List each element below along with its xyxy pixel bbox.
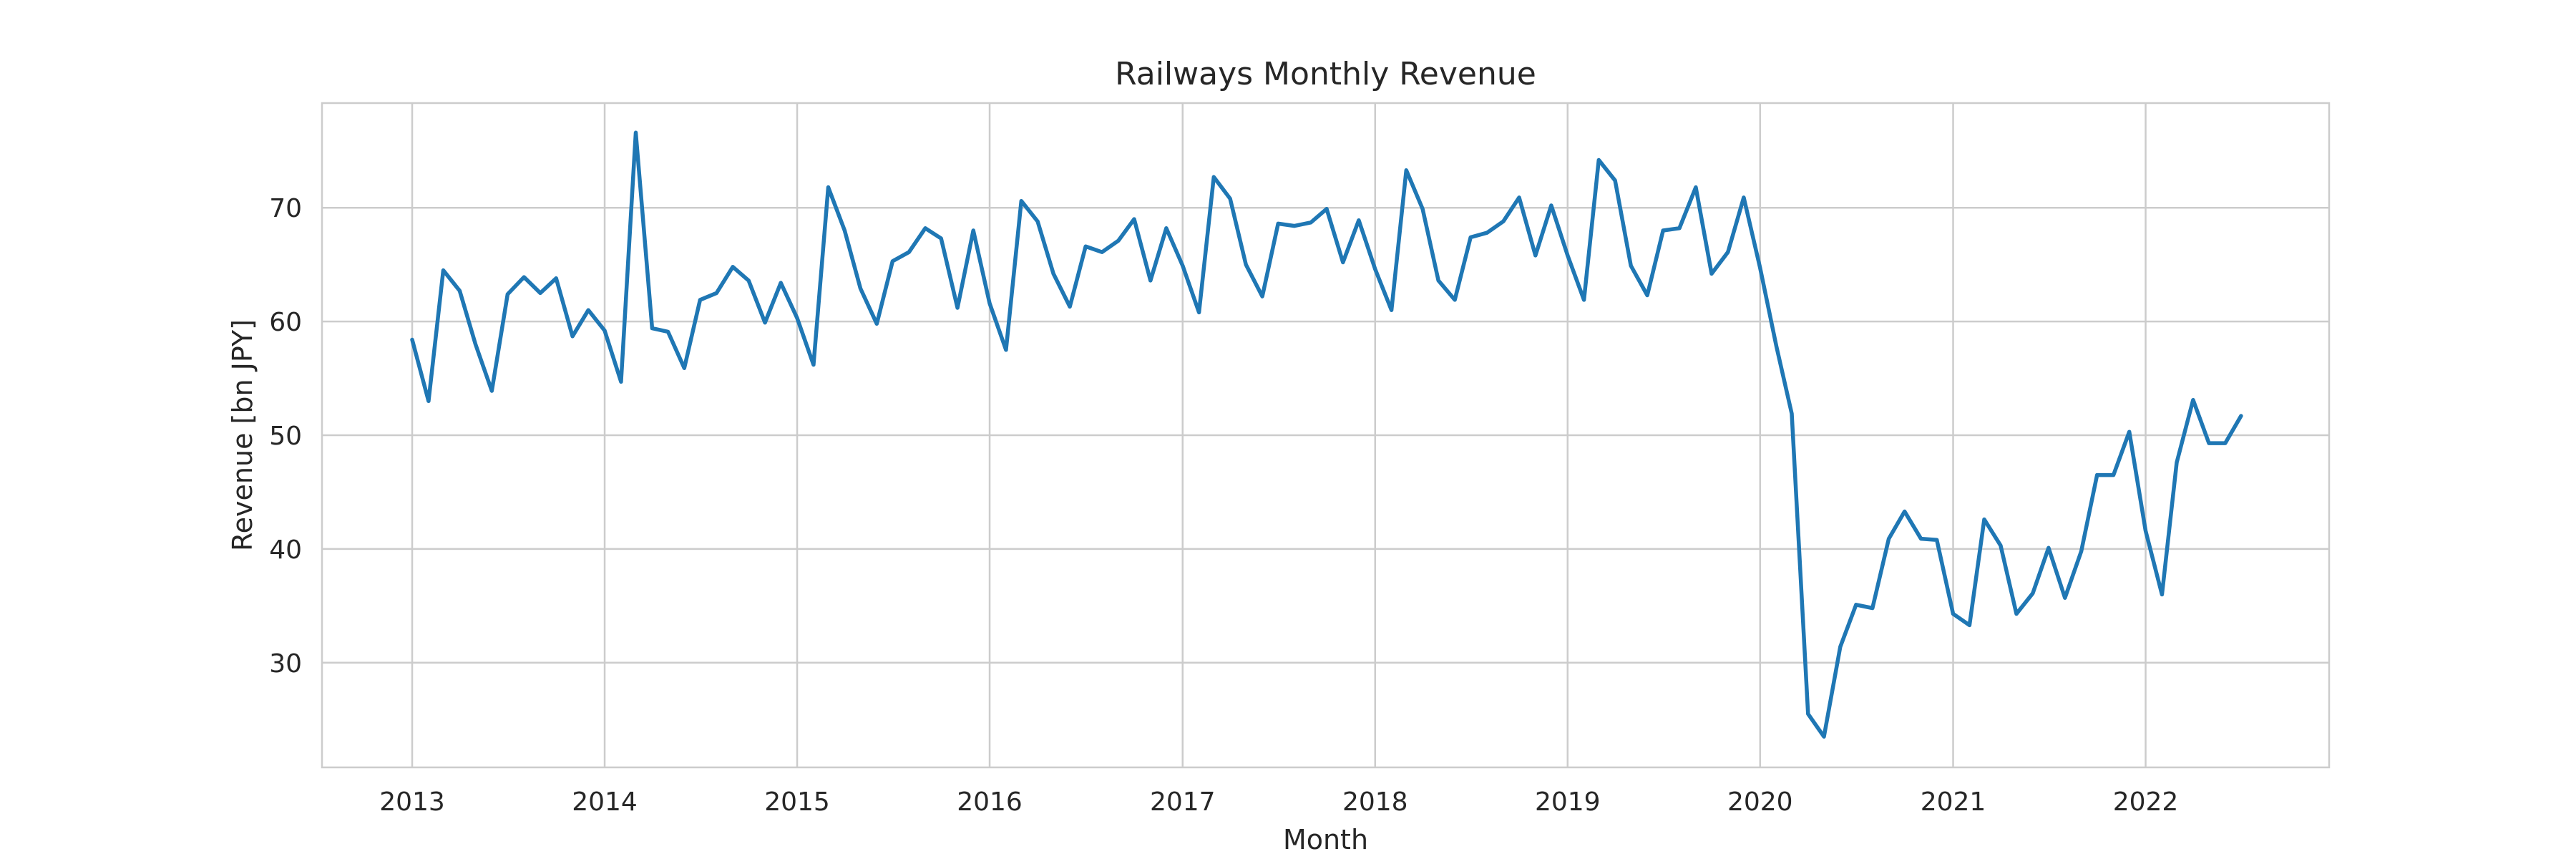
x-tick-label: 2018 (1342, 787, 1408, 817)
x-tick-label: 2020 (1727, 787, 1793, 817)
x-tick-label: 2021 (1921, 787, 1986, 817)
grid-layer (322, 103, 2329, 767)
y-tick-label: 40 (269, 535, 302, 565)
x-tick-label: 2017 (1150, 787, 1216, 817)
x-axis-label: Month (1283, 824, 1368, 855)
x-tick-label: 2019 (1535, 787, 1601, 817)
y-tick-label: 50 (269, 422, 302, 451)
tick-label-layer: 2013 2014 2015 2016 2017 2018 2019 2020 2021 2022… (269, 194, 2178, 817)
plot-area-frame (321, 102, 2331, 769)
x-tick-label: 2015 (764, 787, 830, 817)
y-tick-label: 30 (269, 649, 302, 679)
y-tick-label: 70 (269, 194, 302, 223)
y-tick-label: 60 (269, 308, 302, 337)
series-layer (410, 130, 2243, 739)
x-tick-label: 2022 (2113, 787, 2179, 817)
chart-title: Railways Monthly Revenue (1115, 56, 1536, 92)
x-tick-label: 2014 (572, 787, 638, 817)
x-tick-label: 2013 (379, 787, 445, 817)
y-axis-label: Revenue [bn JPY] (227, 319, 258, 551)
revenue-series-line (410, 130, 2243, 739)
x-tick-label: 2016 (957, 787, 1023, 817)
